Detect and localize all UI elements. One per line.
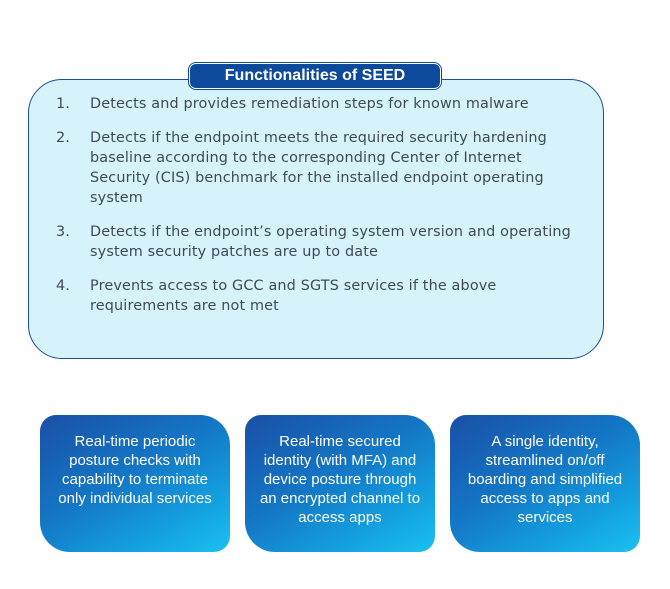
item-text: Detects and provides remediation steps f… <box>90 96 529 112</box>
list-item: 3. Detects if the endpoint’s operating s… <box>56 222 576 262</box>
card-text: Real-time periodic posture checks with c… <box>58 433 212 507</box>
functionalities-panel <box>28 79 604 359</box>
item-text: Detects if the endpoint meets the requir… <box>90 130 547 206</box>
card-text: A single identity, streamlined on/off bo… <box>467 433 623 526</box>
item-text: Prevents access to GCC and SGTS services… <box>90 278 497 314</box>
card-posture-checks: Real-time periodic posture checks with c… <box>40 415 230 552</box>
list-item: 4. Prevents access to GCC and SGTS servi… <box>56 276 576 316</box>
item-number: 2. <box>56 130 71 146</box>
card-text: Real-time secured identity (with MFA) an… <box>259 433 421 526</box>
card-secured-identity: Real-time secured identity (with MFA) an… <box>245 415 435 552</box>
card-single-identity: A single identity, streamlined on/off bo… <box>450 415 640 552</box>
list-item: 2. Detects if the endpoint meets the req… <box>56 128 576 208</box>
item-text: Detects if the endpoint’s operating syst… <box>90 224 571 260</box>
list-item: 1. Detects and provides remediation step… <box>56 94 576 114</box>
item-number: 4. <box>56 278 71 294</box>
item-number: 3. <box>56 224 71 240</box>
panel-title: Functionalities of SEED <box>189 63 441 89</box>
item-number: 1. <box>56 96 71 112</box>
functionalities-list: 1. Detects and provides remediation step… <box>56 94 576 316</box>
